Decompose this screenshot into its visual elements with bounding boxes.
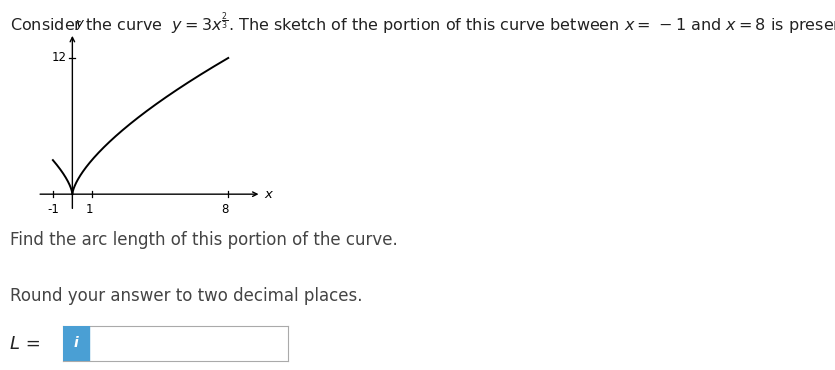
Text: 1: 1	[85, 203, 93, 216]
Text: i: i	[73, 336, 78, 350]
Text: 12: 12	[52, 51, 67, 64]
Text: L =: L =	[10, 335, 47, 353]
Text: $x$: $x$	[264, 188, 275, 201]
Bar	[63, 326, 89, 361]
Text: 8: 8	[221, 203, 229, 216]
Text: Consider the curve  $y = 3x^{\frac{2}{3}}$. The sketch of the portion of this cu: Consider the curve $y = 3x^{\frac{2}{3}}…	[10, 11, 835, 37]
Text: -1: -1	[47, 203, 58, 216]
Text: Find the arc length of this portion of the curve.: Find the arc length of this portion of t…	[10, 231, 397, 249]
Text: Round your answer to two decimal places.: Round your answer to two decimal places.	[10, 287, 362, 305]
Text: $y$: $y$	[75, 18, 86, 32]
